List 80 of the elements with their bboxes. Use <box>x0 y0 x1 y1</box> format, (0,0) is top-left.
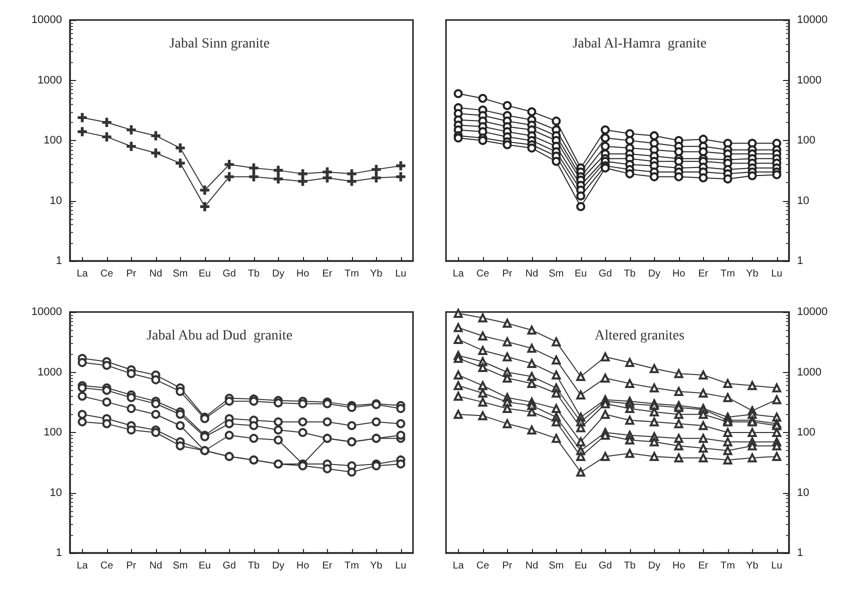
x-tick-label: Ce <box>476 268 490 280</box>
x-tick-label: Er <box>698 560 709 572</box>
x-tick-label: Dy <box>648 268 660 280</box>
x-tick-label: Er <box>322 268 333 280</box>
x-tick-label: Yb <box>370 268 383 280</box>
y2-tick-label: 1000 <box>797 74 822 86</box>
x-tick-label: Tm <box>344 560 359 572</box>
x-tick-label: Dy <box>272 268 284 280</box>
x-tick-label: Tb <box>624 560 636 572</box>
x-tick-label: Lu <box>395 560 406 572</box>
x-tick-label: Pr <box>126 560 137 572</box>
x-tick-label: Tb <box>624 268 636 280</box>
y-tick-label: 1000 <box>38 366 62 378</box>
x-tick-label: Sm <box>548 560 564 572</box>
x-tick-label: Tm <box>720 268 735 280</box>
x-tick-label: Yb <box>370 560 383 572</box>
y-tick-label: 100 <box>44 426 62 438</box>
x-tick-label: Lu <box>771 560 782 572</box>
x-tick-label: La <box>76 268 88 280</box>
x-tick-label: Nd <box>149 560 162 572</box>
y2-tick-label: 10000 <box>797 14 828 26</box>
x-tick-label: Er <box>322 560 333 572</box>
x-tick-label: Sm <box>172 560 188 572</box>
x-tick-label: Tb <box>248 560 260 572</box>
x-tick-label: Ho <box>672 268 686 280</box>
x-tick-label: Ce <box>476 560 490 572</box>
x-tick-label: Sm <box>172 268 188 280</box>
x-tick-label: Nd <box>149 268 162 280</box>
x-tick-label: Eu <box>574 560 587 572</box>
x-tick-label: La <box>452 560 464 572</box>
x-tick-label: Pr <box>502 560 513 572</box>
x-tick-label: Gd <box>598 268 612 280</box>
text: Jabal Abu ad Dud granite <box>146 328 292 344</box>
y-tick-label: 1000 <box>38 74 62 86</box>
x-tick-label: Dy <box>648 560 660 572</box>
y-tick-label: 1 <box>56 547 62 559</box>
y-tick-label: 100 <box>44 134 62 146</box>
x-tick-label: Dy <box>272 560 284 572</box>
x-tick-label: Nd <box>525 268 538 280</box>
x-tick-label: Eu <box>198 268 211 280</box>
x-tick-label: Yb <box>746 268 759 280</box>
x-tick-label: Yb <box>746 560 759 572</box>
x-tick-label: Tm <box>720 560 735 572</box>
x-tick-label: Tb <box>248 268 260 280</box>
x-tick-label: Eu <box>198 560 211 572</box>
y2-tick-label: 1000 <box>797 366 822 378</box>
text: Jabal Sinn granite <box>169 36 270 52</box>
x-tick-label: Ce <box>100 268 114 280</box>
y2-tick-label: 10000 <box>797 306 828 318</box>
x-tick-label: Ce <box>100 560 114 572</box>
y2-tick-label: 100 <box>797 134 816 146</box>
text: Jabal Al-Hamra granite <box>572 36 707 52</box>
y-tick-label: 10 <box>50 194 62 207</box>
x-tick-label: Lu <box>771 268 782 280</box>
x-tick-label: Sm <box>548 268 564 280</box>
x-tick-label: Tm <box>344 268 359 280</box>
y2-tick-label: 10 <box>797 194 810 207</box>
y-tick-label: 1 <box>56 255 62 267</box>
x-tick-label: Ho <box>296 268 310 280</box>
x-tick-label: Nd <box>525 560 538 572</box>
y-tick-label: 10 <box>50 486 62 499</box>
y2-tick-label: 100 <box>797 426 816 438</box>
x-tick-label: La <box>76 560 88 572</box>
x-tick-label: Gd <box>222 560 236 572</box>
text: Altered granites <box>594 328 684 344</box>
y2-tick-label: 1 <box>797 255 804 267</box>
x-tick-label: Er <box>698 268 709 280</box>
x-tick-label: La <box>452 268 464 280</box>
y-tick-label: 10000 <box>31 14 62 26</box>
y2-tick-label: 1 <box>797 547 804 559</box>
x-tick-label: Lu <box>395 268 406 280</box>
y-tick-label: 10000 <box>31 306 62 318</box>
x-tick-label: Gd <box>222 268 236 280</box>
x-tick-label: Ho <box>672 560 686 572</box>
x-tick-label: Eu <box>574 268 587 280</box>
x-tick-label: Gd <box>598 560 612 572</box>
x-tick-label: Pr <box>126 268 137 280</box>
x-tick-label: Ho <box>296 560 310 572</box>
x-tick-label: Pr <box>502 268 513 280</box>
y2-tick-label: 10 <box>797 486 810 499</box>
